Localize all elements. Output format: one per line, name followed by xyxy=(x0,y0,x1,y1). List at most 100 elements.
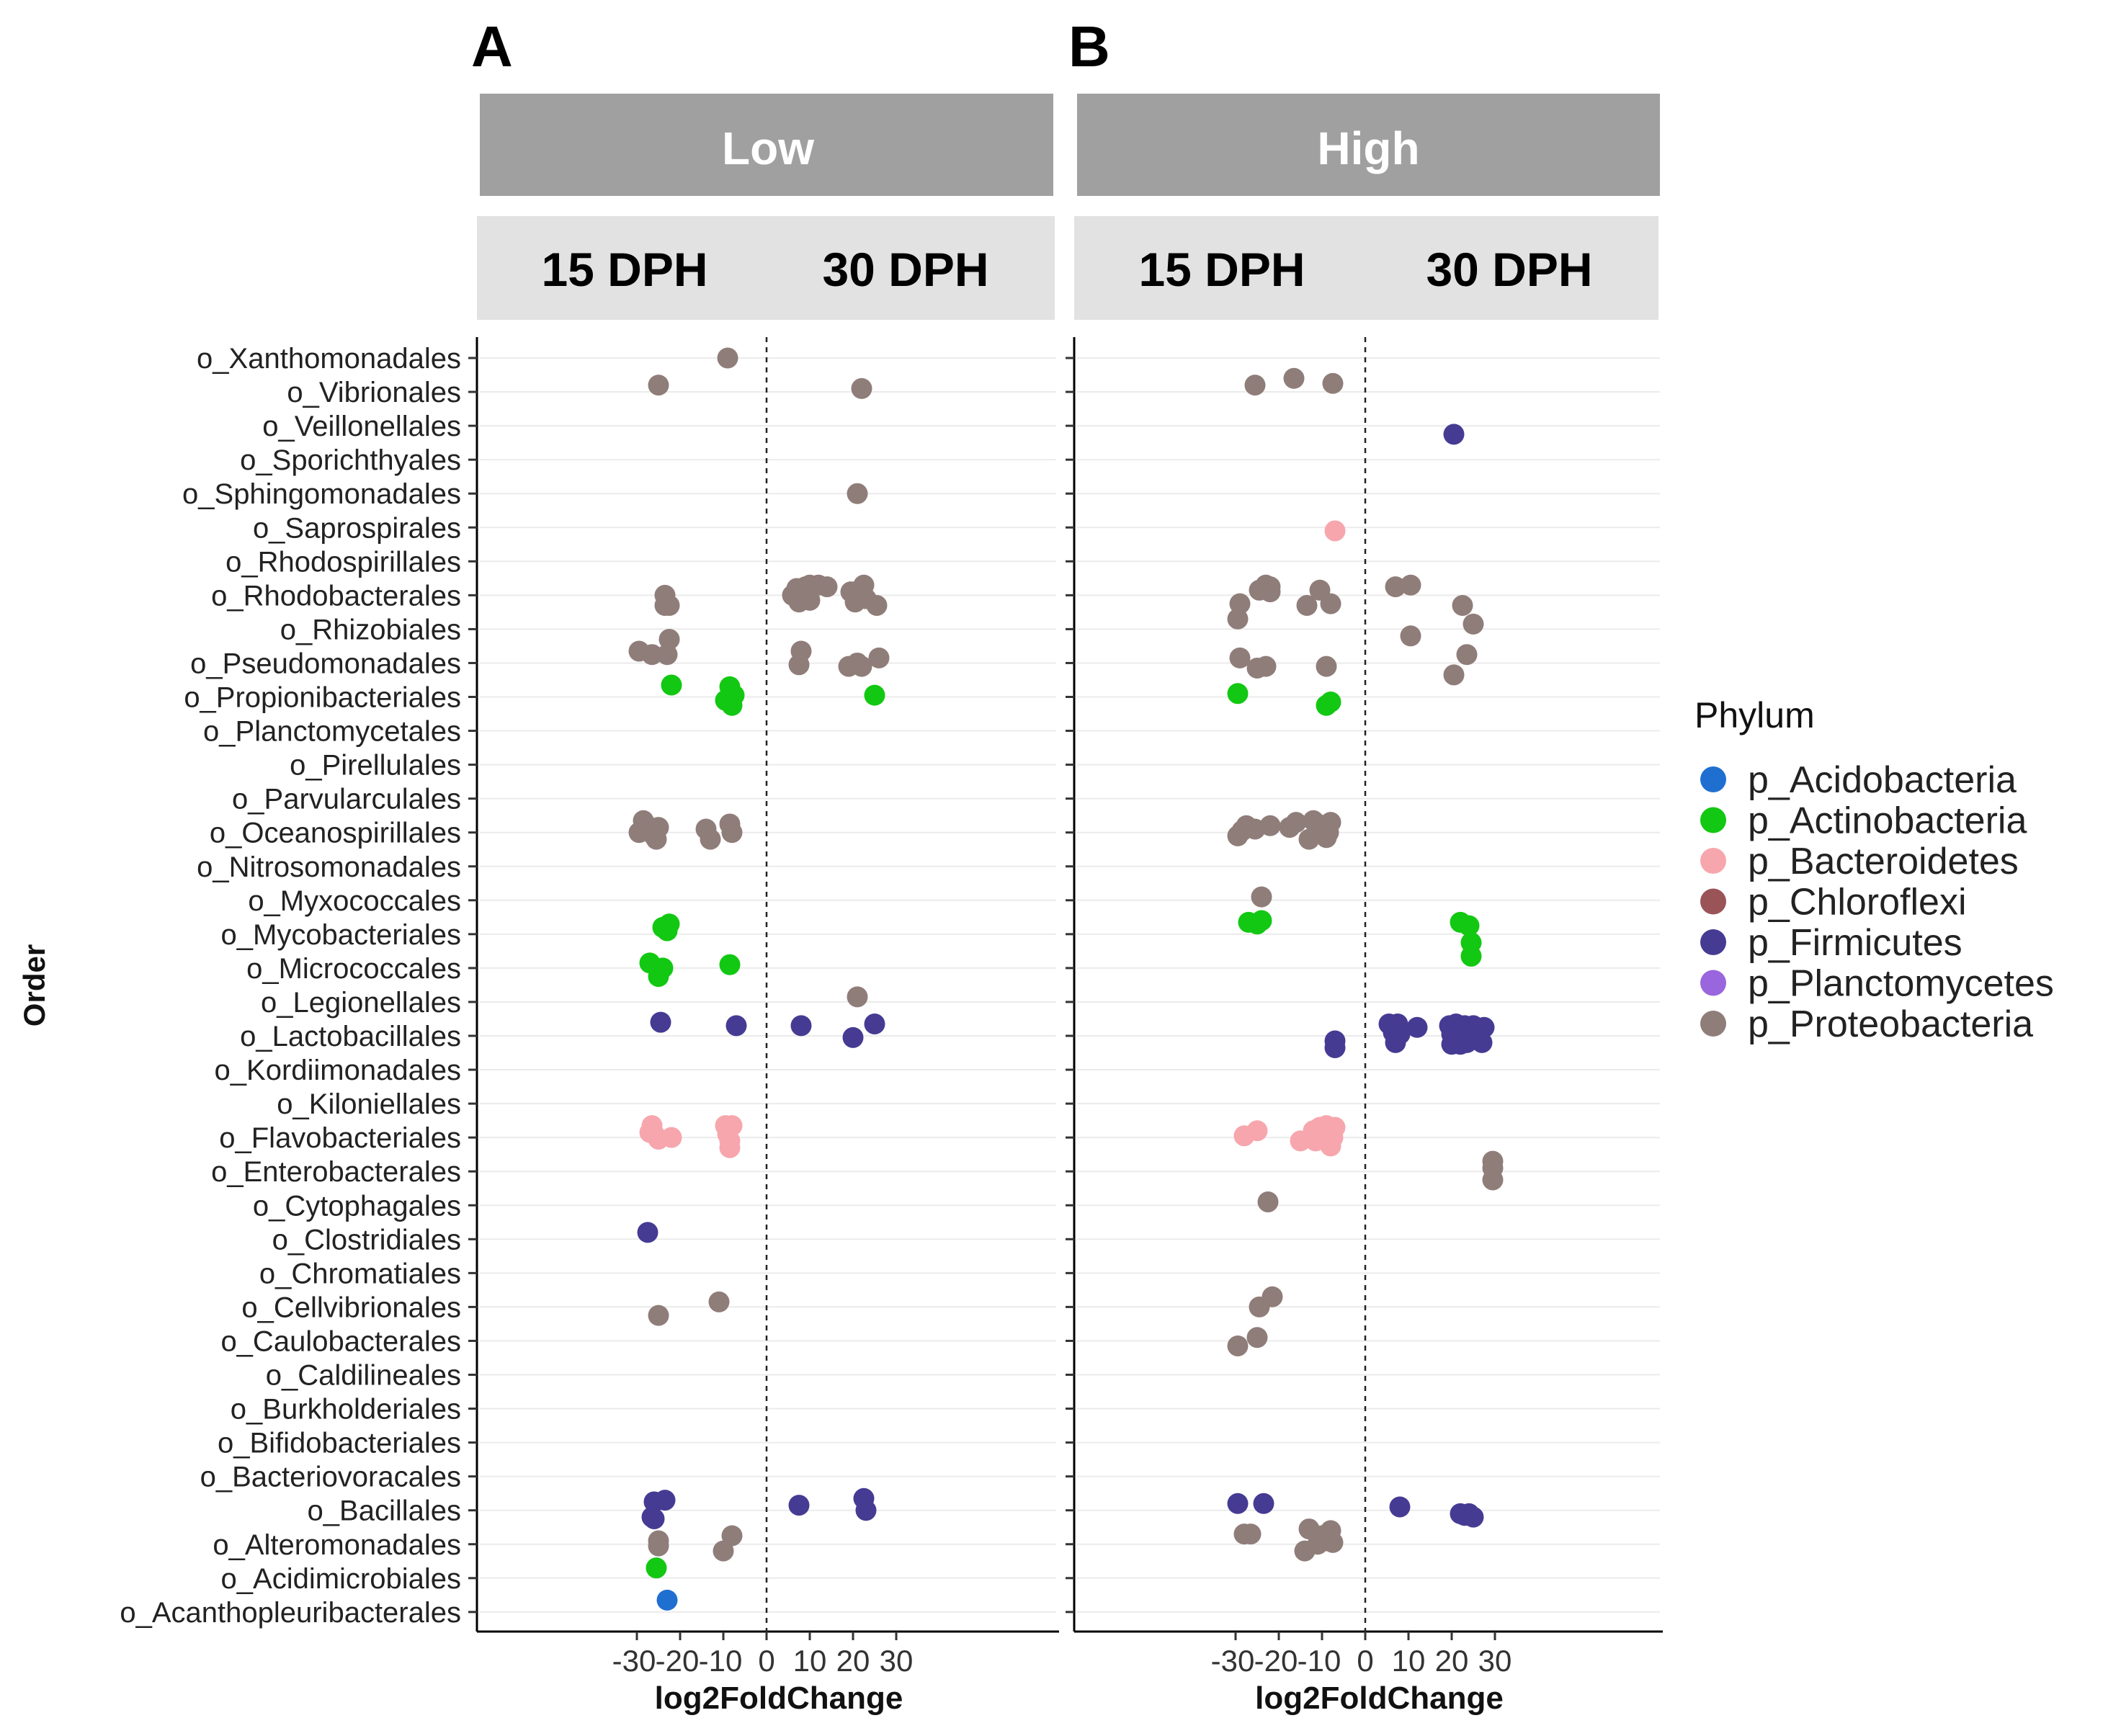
data-point xyxy=(1320,692,1341,713)
panel-letter: A xyxy=(471,14,513,79)
y-tick-label: o_Acanthopleuribacterales xyxy=(120,1597,461,1629)
data-point xyxy=(658,594,680,616)
data-point xyxy=(1322,372,1344,394)
x-tick-label: 20 xyxy=(836,1644,870,1678)
data-point xyxy=(1296,594,1318,616)
data-point xyxy=(1320,1135,1341,1157)
data-point xyxy=(851,656,872,677)
y-tick-label: o_Micrococcales xyxy=(246,953,461,985)
data-point xyxy=(719,954,741,975)
y-tick-label: o_Vibrionales xyxy=(287,377,461,408)
legend-label: p_Planctomycetes xyxy=(1748,963,2054,1005)
data-point xyxy=(721,1525,743,1547)
data-point xyxy=(1458,915,1480,936)
y-tick-label: o_Kiloniellales xyxy=(277,1088,461,1120)
data-point xyxy=(1460,945,1482,967)
y-tick-label: o_Rhizobiales xyxy=(280,614,461,645)
y-tick-label: o_Propionibacteriales xyxy=(184,682,461,714)
data-point xyxy=(1320,593,1341,614)
data-point xyxy=(1255,656,1277,677)
data-point xyxy=(1283,367,1305,389)
legend-swatch xyxy=(1700,807,1726,833)
facet-strip-label: 30 DPH xyxy=(1426,243,1592,296)
y-tick-label: o_Oceanospirillales xyxy=(210,818,461,849)
data-point xyxy=(654,1490,676,1511)
y-tick-label: o_Bacteriovoracales xyxy=(200,1462,461,1493)
data-point xyxy=(1246,1120,1268,1142)
legend-swatch xyxy=(1700,929,1726,955)
y-tick-label: o_Myxococcales xyxy=(248,885,461,917)
data-point xyxy=(1452,594,1473,616)
data-point xyxy=(1244,375,1266,396)
data-point xyxy=(1227,1493,1249,1514)
data-point xyxy=(1482,1169,1504,1191)
data-point xyxy=(866,594,888,616)
data-point xyxy=(1259,815,1281,836)
y-tick-label: o_Xanthomonadales xyxy=(197,343,461,375)
y-tick-label: o_Rhodobacterales xyxy=(211,580,461,612)
group-strip-label: High xyxy=(1317,122,1419,174)
data-point xyxy=(708,1291,730,1312)
data-point xyxy=(1463,613,1484,635)
data-point xyxy=(648,375,669,396)
data-point xyxy=(864,684,885,706)
y-tick-label: o_Pseudomonadales xyxy=(190,648,461,679)
data-point xyxy=(641,644,663,666)
data-point xyxy=(1443,664,1465,686)
y-tick-label: o_Burkholderiales xyxy=(231,1394,461,1426)
legend-swatch xyxy=(1700,970,1726,996)
y-tick-label: o_Acidimicrobiales xyxy=(221,1563,461,1595)
data-point xyxy=(658,629,680,650)
data-point xyxy=(847,483,868,504)
data-point xyxy=(1257,1191,1279,1213)
data-point xyxy=(650,1011,671,1033)
group-strip-label: Low xyxy=(722,122,814,174)
legend-label: p_Bacteroidetes xyxy=(1748,841,2019,882)
y-tick-label: o_Parvularculales xyxy=(232,784,461,815)
data-point xyxy=(648,1305,669,1326)
data-point xyxy=(1400,625,1421,647)
y-tick-label: o_Cytophagales xyxy=(253,1190,461,1222)
data-point xyxy=(643,1508,665,1529)
x-axis-title: log2FoldChange xyxy=(655,1681,903,1716)
data-point xyxy=(851,377,872,399)
data-point xyxy=(1385,576,1406,598)
x-tick-label: 10 xyxy=(1392,1644,1426,1678)
data-point xyxy=(1389,1024,1411,1045)
data-point xyxy=(1463,1506,1484,1528)
data-point xyxy=(855,1500,877,1521)
x-tick-label: -30 xyxy=(1211,1644,1255,1678)
x-tick-label: -20 xyxy=(656,1644,700,1678)
legend-label: p_Proteobacteria xyxy=(1748,1003,2033,1045)
data-point xyxy=(648,817,669,838)
facet-strip xyxy=(1074,216,1368,320)
x-tick-label: -20 xyxy=(1254,1644,1298,1678)
x-tick-label: -10 xyxy=(1298,1644,1341,1678)
data-point xyxy=(656,644,678,666)
data-point xyxy=(656,920,678,941)
y-tick-label: o_Chromatiales xyxy=(259,1258,461,1289)
y-tick-label: o_Caulobacterales xyxy=(220,1325,461,1357)
data-point xyxy=(1316,656,1337,677)
facet-strip xyxy=(1365,216,1658,320)
data-point xyxy=(788,654,810,676)
data-point xyxy=(1253,1493,1274,1514)
data-point xyxy=(725,1015,747,1037)
x-axis-title: log2FoldChange xyxy=(1255,1681,1504,1716)
y-tick-label: o_Enterobacterales xyxy=(211,1156,461,1188)
legend-layer: Phylum p_Acidobacteriap_Actinobacteriap_B… xyxy=(1694,695,2054,1045)
y-tick-label: o_Cellvibrionales xyxy=(241,1292,461,1323)
y-axis-title: Order xyxy=(17,944,51,1026)
data-point xyxy=(1251,910,1272,931)
data-point xyxy=(1471,1032,1493,1053)
axes-layer: log2FoldChange-30 -20 -10 0 10 20 30log2FoldCh… xyxy=(17,337,1663,1716)
y-tick-label: o_Clostridiales xyxy=(272,1224,461,1256)
grid-layer xyxy=(480,357,1660,1613)
data-point xyxy=(717,347,738,369)
data-point xyxy=(1318,822,1339,844)
data-point xyxy=(1240,1524,1262,1545)
data-point xyxy=(661,1127,682,1148)
facet-strip xyxy=(761,216,1055,320)
